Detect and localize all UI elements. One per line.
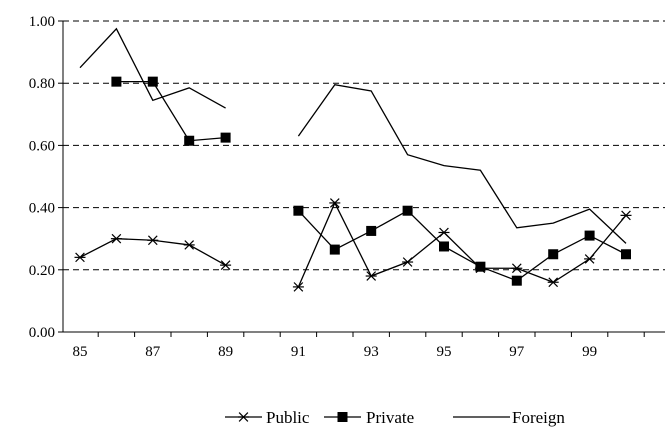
square-marker bbox=[584, 230, 595, 241]
square-marker bbox=[111, 76, 122, 87]
asterisk-stroke bbox=[584, 254, 595, 264]
y-tick-label: 0.80 bbox=[29, 76, 55, 92]
series-markers bbox=[74, 76, 632, 292]
series-line-private bbox=[297, 209, 627, 282]
asterisk-marker bbox=[584, 254, 596, 264]
series-line-foreign bbox=[297, 84, 627, 244]
series-line-public bbox=[297, 201, 627, 288]
asterisk-marker bbox=[74, 252, 86, 263]
y-tick-label: 0.60 bbox=[29, 138, 55, 154]
y-tick-label: 0.00 bbox=[29, 325, 55, 341]
legend-label-foreign: Foreign bbox=[512, 408, 565, 427]
asterisk-stroke bbox=[366, 271, 377, 281]
asterisk-marker bbox=[511, 263, 523, 274]
asterisk-marker bbox=[110, 233, 122, 244]
asterisk-marker bbox=[329, 198, 341, 208]
asterisk-stroke bbox=[220, 260, 231, 270]
asterisk-stroke bbox=[184, 240, 195, 250]
asterisk-marker bbox=[620, 210, 632, 221]
asterisk-marker bbox=[547, 277, 559, 288]
square-marker bbox=[511, 275, 522, 286]
square-marker bbox=[439, 241, 449, 252]
asterisk-marker bbox=[402, 257, 414, 267]
asterisk-marker bbox=[220, 260, 232, 270]
legend: Public Private Foreign bbox=[225, 408, 565, 427]
legend-label-public: Public bbox=[266, 408, 310, 427]
asterisk-marker bbox=[292, 282, 304, 292]
square-marker bbox=[337, 412, 348, 422]
square-marker bbox=[220, 132, 231, 143]
series-line-public bbox=[79, 238, 226, 266]
asterisk-stroke bbox=[511, 263, 522, 274]
y-tick-label: 1.00 bbox=[29, 14, 55, 30]
grid-lines bbox=[63, 20, 665, 271]
square-marker bbox=[147, 76, 158, 87]
asterisk-stroke bbox=[147, 235, 158, 246]
square-marker bbox=[475, 261, 486, 272]
series-line-private bbox=[116, 80, 226, 142]
asterisk-marker bbox=[438, 227, 450, 238]
square-marker bbox=[621, 249, 631, 260]
asterisk-stroke bbox=[238, 412, 249, 422]
series-line-foreign bbox=[79, 27, 226, 109]
asterisk-stroke bbox=[111, 233, 122, 244]
y-tick-label: 0.40 bbox=[29, 201, 55, 217]
y-tick-label: 0.20 bbox=[29, 263, 55, 279]
asterisk-stroke bbox=[75, 252, 85, 263]
asterisk-marker bbox=[147, 235, 159, 246]
asterisk-stroke bbox=[402, 257, 413, 267]
x-tick-label: 93 bbox=[364, 344, 379, 360]
square-marker bbox=[329, 244, 340, 255]
legend-label-private: Private bbox=[366, 408, 414, 427]
asterisk-stroke bbox=[548, 277, 559, 288]
series-lines bbox=[79, 27, 627, 288]
asterisk-stroke bbox=[293, 282, 304, 292]
x-tick-label: 87 bbox=[145, 344, 161, 360]
x-tick-label: 95 bbox=[437, 344, 452, 360]
asterisk-marker bbox=[365, 271, 377, 281]
x-tick-label: 85 bbox=[73, 344, 88, 360]
asterisk-marker bbox=[183, 240, 195, 250]
square-marker bbox=[293, 205, 304, 216]
asterisk-stroke bbox=[621, 210, 631, 221]
axes: 0.00 0.20 0.40 0.60 0.80 1.00 85 87 89 91 93 95 97 99 bbox=[29, 14, 665, 360]
square-marker bbox=[366, 225, 377, 236]
square-marker bbox=[548, 249, 559, 260]
square-marker bbox=[402, 205, 413, 216]
x-tick-label: 99 bbox=[582, 344, 597, 360]
square-marker bbox=[184, 135, 195, 146]
x-tick-label: 89 bbox=[218, 344, 233, 360]
x-tick-label: 91 bbox=[291, 344, 306, 360]
x-tick-label: 97 bbox=[509, 344, 525, 360]
asterisk-stroke bbox=[439, 227, 449, 238]
asterisk-stroke bbox=[329, 198, 340, 208]
asterisk-marker bbox=[238, 412, 249, 422]
